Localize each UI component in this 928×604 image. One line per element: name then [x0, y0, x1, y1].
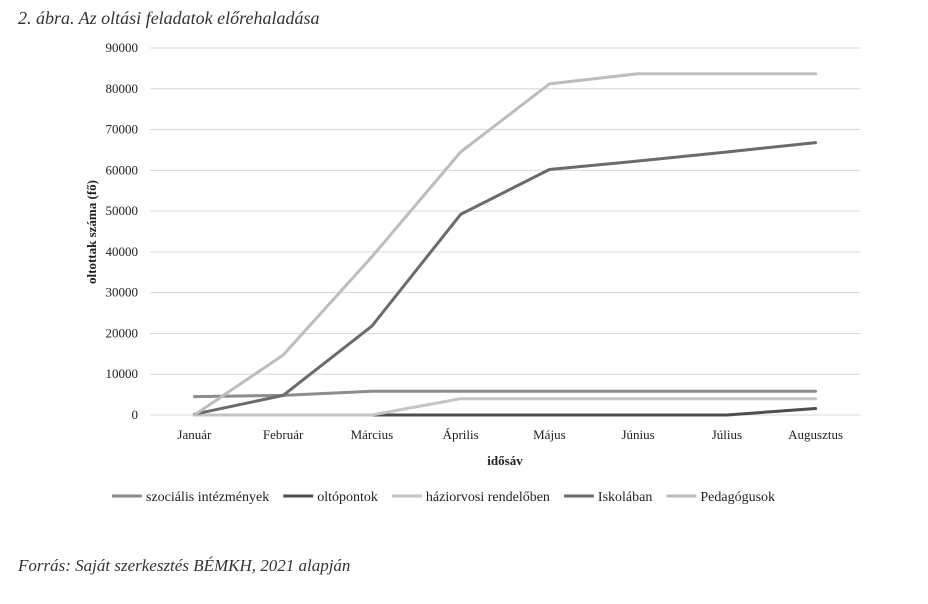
legend-label: Pedagógusok	[700, 490, 775, 505]
x-axis-ticks: Január Február Március Április Május Június Jú…	[177, 427, 843, 442]
gridlines	[150, 47, 860, 416]
x-tick-label: Június	[622, 427, 655, 442]
series-line-4	[192, 72, 818, 417]
y-tick-label: 40000	[106, 244, 139, 259]
figure-title: 2. ábra. Az oltási feladatok előrehaladá…	[18, 8, 320, 28]
y-tick-label: 0	[132, 407, 139, 422]
x-axis-title: idősáv	[487, 453, 523, 468]
x-tick-label: Január	[177, 427, 212, 442]
y-tick-label: 70000	[106, 122, 139, 137]
y-axis-ticks: 0 10000 20000 30000 40000 50000 60000 70000 8000…	[106, 40, 139, 422]
y-axis-title: oltottak száma (fő)	[84, 180, 99, 284]
legend-label: szociális intézmények	[146, 490, 269, 505]
series-line-0	[192, 389, 818, 399]
x-tick-label: Július	[712, 427, 742, 442]
legend-label: Iskolában	[598, 490, 652, 505]
y-tick-label: 30000	[106, 285, 139, 300]
x-tick-label: Augusztus	[788, 427, 843, 442]
y-tick-label: 10000	[106, 366, 139, 381]
y-tick-label: 50000	[106, 203, 139, 218]
y-tick-label: 60000	[106, 162, 139, 177]
y-tick-label: 90000	[106, 40, 139, 55]
x-tick-label: Március	[351, 427, 394, 442]
x-tick-label: Február	[263, 427, 304, 442]
y-tick-label: 80000	[106, 81, 139, 96]
series-line-2	[192, 397, 818, 417]
y-tick-label: 20000	[106, 325, 139, 340]
series-line-3	[192, 141, 818, 416]
figure-source: Forrás: Saját szerkesztés BÉMKH, 2021 al…	[18, 556, 351, 575]
series-lines	[192, 72, 818, 417]
x-tick-label: Április	[443, 427, 479, 442]
x-tick-label: Május	[533, 427, 566, 442]
legend-label: oltópontok	[317, 490, 378, 505]
legend-label: háziorvosi rendelőben	[426, 490, 550, 505]
legend: szociális intézmények oltópontok háziorvos…	[112, 490, 775, 505]
